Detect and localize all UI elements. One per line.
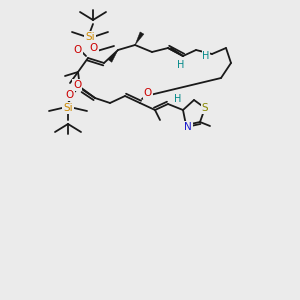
Text: O: O [90,43,98,53]
Text: O: O [73,80,81,90]
Text: O: O [144,88,152,98]
Text: H: H [177,60,185,70]
Polygon shape [135,32,144,45]
Text: S: S [202,103,208,113]
Text: O: O [74,45,82,55]
Text: H: H [202,51,210,61]
Text: N: N [184,122,192,132]
Text: Si: Si [63,103,73,113]
Text: H: H [174,94,182,104]
Text: Si: Si [85,32,95,42]
Text: O: O [66,90,74,100]
Polygon shape [108,50,118,62]
